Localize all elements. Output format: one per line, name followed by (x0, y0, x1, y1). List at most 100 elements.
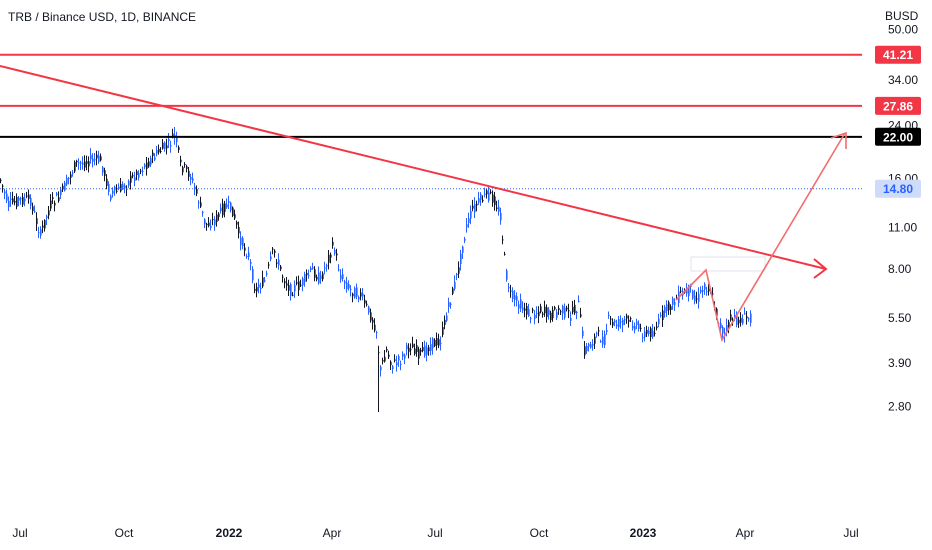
candle-body (594, 336, 596, 344)
candle-body (284, 281, 286, 284)
candle-body (572, 306, 574, 313)
currency-label: BUSD (885, 9, 919, 23)
candle-body (342, 274, 344, 279)
candle-body (552, 309, 554, 319)
candle-body (120, 184, 122, 192)
candle-body (50, 200, 52, 209)
candle-body (250, 262, 252, 264)
candle-body (110, 195, 112, 200)
candle-body (410, 349, 412, 351)
candle-body (312, 267, 314, 269)
candle-body (170, 145, 172, 147)
candle-body (190, 177, 192, 180)
candle-body (182, 167, 184, 173)
candle-body (280, 266, 282, 270)
candle-body (84, 161, 86, 168)
candle-body (412, 343, 414, 348)
candle-body (28, 194, 30, 199)
highlight-box (690, 256, 766, 272)
candle-body (48, 210, 50, 216)
candle-body (216, 214, 218, 222)
candle-body (164, 142, 166, 149)
candle-body (394, 359, 396, 361)
candle-body (556, 312, 558, 318)
candle-body (100, 156, 102, 161)
candle-body (262, 277, 264, 287)
candle-body (238, 226, 240, 234)
candle-body (152, 152, 154, 157)
candle-body (324, 267, 326, 269)
candle-body (630, 318, 632, 320)
candle-body (372, 319, 374, 323)
candle-body (112, 190, 114, 194)
candle-body (666, 304, 668, 311)
candle-body (176, 136, 178, 143)
candle-body (606, 330, 608, 332)
candle-body (512, 291, 514, 299)
candle-body (4, 191, 6, 194)
candle-body (332, 241, 334, 246)
candle-body (248, 252, 250, 258)
candle-body (582, 330, 584, 336)
candle-body (192, 178, 194, 181)
candle-body (184, 164, 186, 165)
candle-body (228, 201, 230, 203)
candle-body (178, 147, 180, 150)
candle-body (188, 170, 190, 177)
candle-body (738, 319, 740, 324)
candle-body (286, 283, 288, 286)
projection-path (675, 132, 846, 343)
candle-body (404, 355, 406, 359)
candle-body (680, 290, 682, 292)
candle-body (524, 308, 526, 311)
candle-body (750, 313, 752, 323)
candle-body (568, 310, 570, 312)
candle-body (736, 314, 738, 325)
candle-body (730, 314, 732, 321)
candle-body (584, 346, 586, 356)
candle-body (400, 363, 402, 365)
candle-body (722, 327, 724, 334)
candle-body (416, 345, 418, 352)
time-axis[interactable]: Jul Oct 2022 Apr Jul Oct 2023 Apr Jul (12, 526, 858, 540)
candle-body (268, 264, 270, 266)
candle-body (62, 185, 64, 190)
candle-body (544, 306, 546, 314)
candle-body (14, 201, 16, 203)
candle-body (458, 267, 460, 274)
candle-body (234, 214, 236, 219)
candle-body (306, 272, 308, 276)
candle-body (322, 273, 324, 280)
candle-body (180, 159, 182, 163)
candle-body (402, 353, 404, 357)
candle-body (494, 196, 496, 206)
candle-body (422, 347, 424, 351)
candle-body (662, 310, 664, 321)
candle-body (320, 275, 322, 279)
candle-body (354, 288, 356, 298)
candle-body (226, 204, 228, 208)
candle-body (472, 205, 474, 209)
candle-body (698, 293, 700, 302)
candle-body (622, 319, 624, 326)
price-tag (875, 96, 921, 115)
candle-body (470, 211, 472, 219)
candle-body (538, 311, 540, 317)
candle-body (202, 211, 204, 214)
candle-body (624, 319, 626, 321)
candle-body (56, 193, 58, 195)
candle-body (108, 184, 110, 192)
candle-body (98, 155, 100, 162)
candle-body (258, 284, 260, 288)
candle-body (340, 275, 342, 280)
candle-body (646, 329, 648, 334)
candle-body (78, 162, 80, 164)
candle-body (570, 318, 572, 321)
candle-body (652, 330, 654, 337)
candle-body (172, 133, 174, 137)
price-tick-label: 50.00 (888, 22, 918, 36)
projection-arrow-head (830, 131, 847, 149)
candle-body (612, 321, 614, 326)
candle-body (198, 202, 200, 204)
